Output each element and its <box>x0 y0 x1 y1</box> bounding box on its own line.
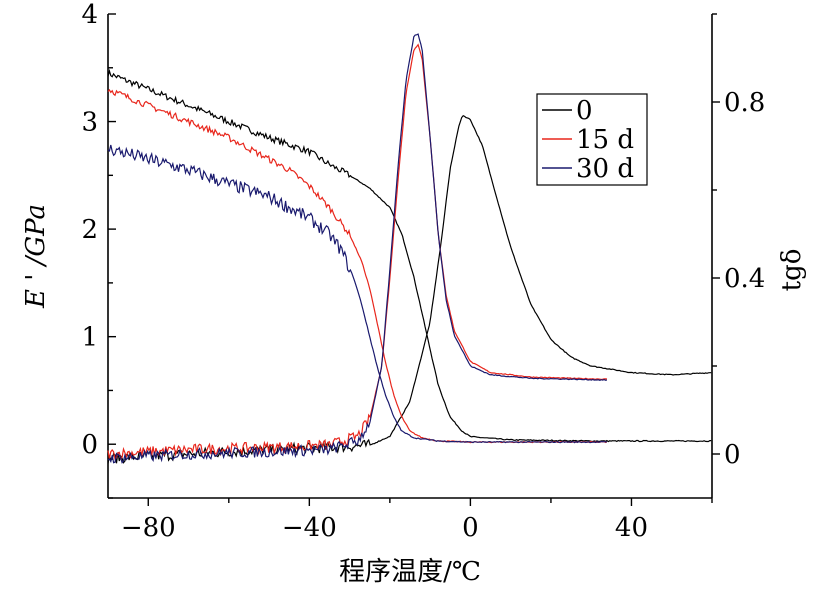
y-left-tick-label: 1 <box>81 323 98 353</box>
legend-item: 15 d <box>542 125 634 155</box>
storage-modulus-line <box>107 144 608 444</box>
y-left-tick-label: 2 <box>81 215 98 245</box>
plot-frame <box>107 14 713 499</box>
series-30d <box>107 33 608 464</box>
legend: 015 d30 d <box>536 93 648 186</box>
legend-entries: 015 d30 d <box>542 96 634 184</box>
y-left-tick-label: 3 <box>81 108 98 138</box>
y-right-tick-label: 0.4 <box>724 264 765 294</box>
legend-label: 15 d <box>576 125 634 155</box>
x-axis-title: 程序温度/℃ <box>339 557 481 587</box>
legend-label: 0 <box>576 96 593 126</box>
y-right-axis-title: tgδ <box>777 249 807 292</box>
legend-item: 0 <box>542 96 593 126</box>
x-tick-label: 0 <box>462 513 479 543</box>
x-tick-label: 40 <box>615 513 648 543</box>
tan-delta-line <box>107 43 607 461</box>
x-tick-label: −40 <box>282 513 337 543</box>
series-15d <box>107 43 608 461</box>
storage-modulus-line <box>107 88 608 444</box>
y-left-tick-label: 0 <box>81 430 98 460</box>
storage-modulus-line <box>107 68 712 443</box>
bottom-axis-ticks: −80 −40 0 40 <box>121 498 713 543</box>
legend-item: 30 d <box>542 154 634 184</box>
right-axis-ticks: 0 0.4 0.8 <box>712 13 765 470</box>
x-tick-label: −80 <box>121 513 176 543</box>
y-right-tick-label: 0 <box>724 440 741 470</box>
y-left-axis-title: E ' /GPa <box>21 204 51 309</box>
y-left-tick-label: 4 <box>81 0 98 30</box>
left-axis-ticks: 0 1 2 3 4 <box>81 0 116 499</box>
y-right-tick-label: 0.8 <box>724 88 765 118</box>
legend-label: 30 d <box>576 154 634 184</box>
series-layer <box>107 33 712 464</box>
tan-delta-line <box>107 33 608 464</box>
